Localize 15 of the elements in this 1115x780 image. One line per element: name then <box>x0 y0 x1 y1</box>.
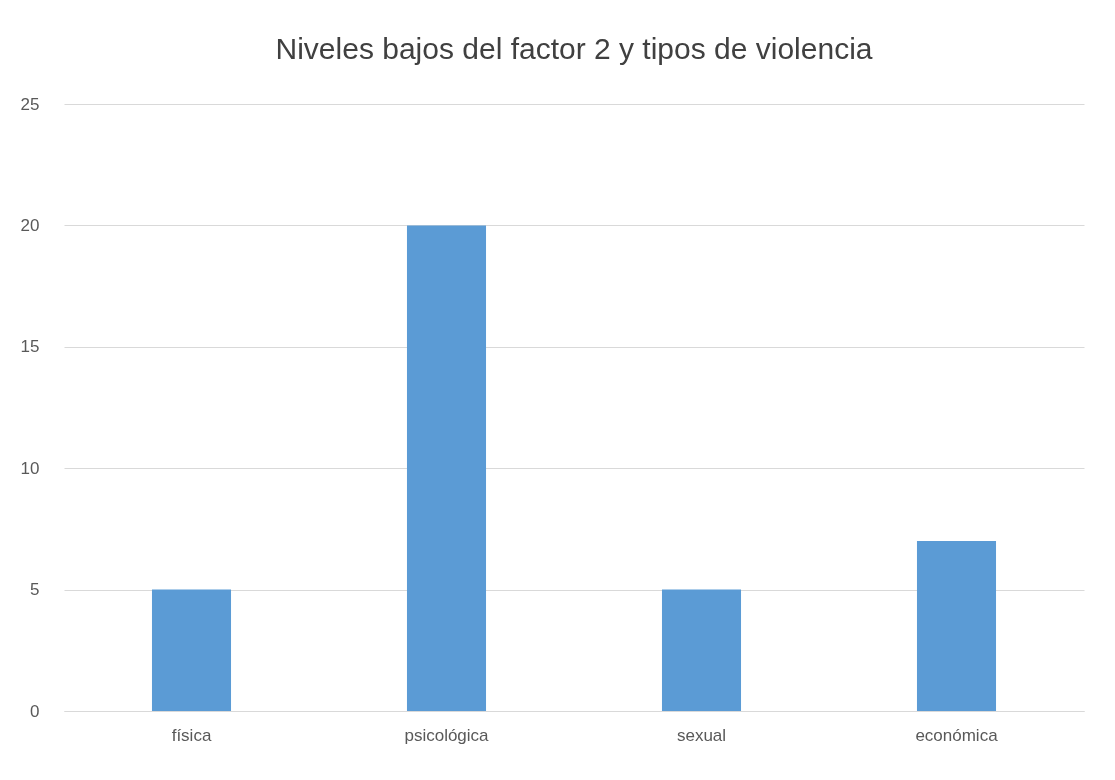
y-tick-label: 0 <box>30 701 40 721</box>
chart-title: Niveles bajos del factor 2 y tipos de violencia <box>275 32 873 65</box>
x-tick-label: sexual <box>676 725 727 745</box>
bar <box>151 589 232 711</box>
y-tick-label: 20 <box>20 215 40 235</box>
y-tick-label: 15 <box>20 337 40 357</box>
bar <box>916 541 997 711</box>
y-tick-label: 25 <box>20 94 40 114</box>
y-tick-label: 10 <box>20 458 40 478</box>
bar <box>661 589 742 711</box>
x-tick-label: económica <box>915 725 999 745</box>
y-tick-label: 5 <box>30 580 40 600</box>
x-tick-label: física <box>171 725 212 745</box>
x-tick-label: psicológica <box>404 725 490 745</box>
bar <box>406 225 487 711</box>
